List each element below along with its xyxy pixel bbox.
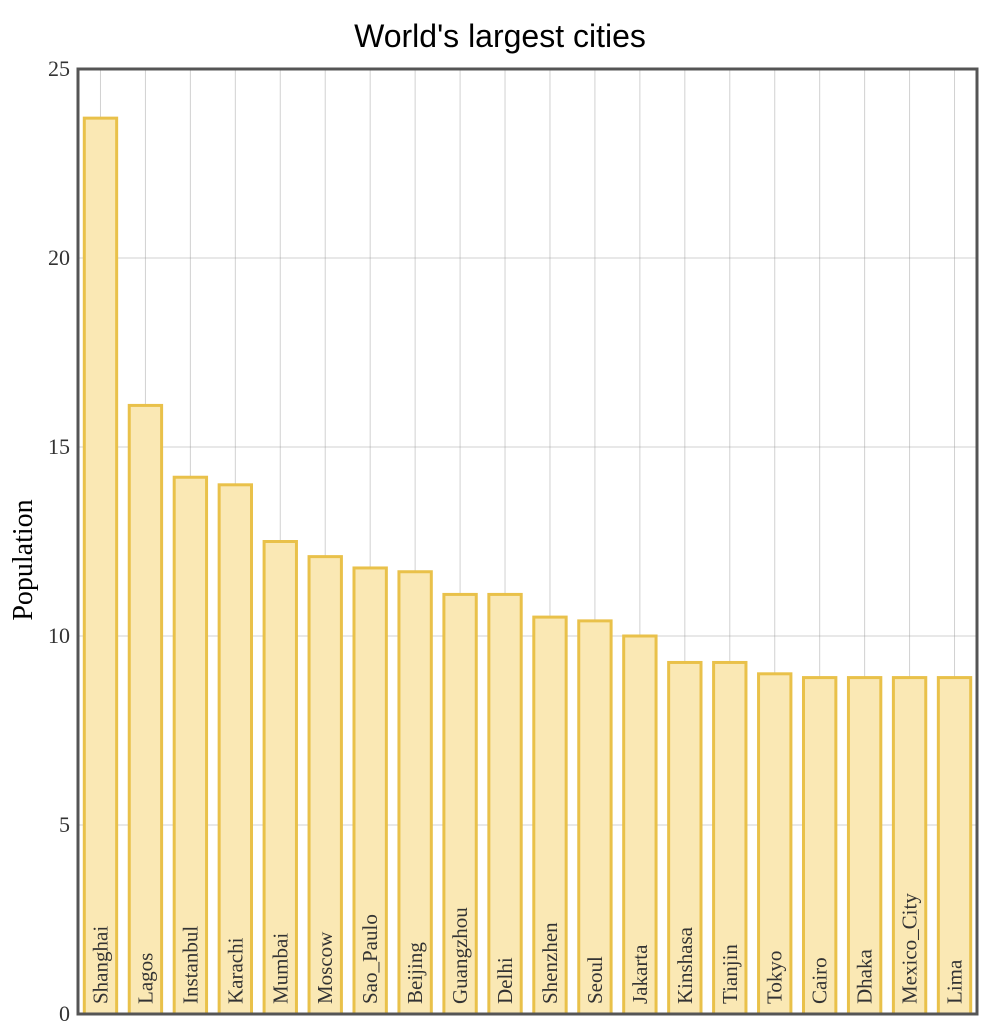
y-tick-label: 20 <box>48 245 70 270</box>
bar <box>757 672 793 1016</box>
bar <box>82 116 119 1016</box>
bar <box>712 660 748 1016</box>
y-tick-label: 0 <box>59 1001 70 1026</box>
bar-category-label: Lagos <box>133 953 157 1004</box>
plot-area-frame <box>76 67 979 1016</box>
bar-category-label: Lima <box>943 959 967 1004</box>
y-tick-label: 25 <box>48 56 70 81</box>
bar <box>487 592 523 1016</box>
bar-category-label: Moscow <box>313 931 337 1004</box>
bar <box>127 403 164 1016</box>
bar-category-label: Instanbul <box>178 926 202 1004</box>
bar-category-label: Tianjin <box>718 944 742 1004</box>
bar-category-label: Cairo <box>808 957 832 1004</box>
y-tick-label: 10 <box>48 623 70 648</box>
chart-title: World's largest cities <box>354 18 646 54</box>
bar <box>891 676 928 1016</box>
bars: Shanghai Lagos Instanbul Karachi Mumbai Mosco… <box>82 116 973 1016</box>
bar-category-label: Shenzhen <box>538 922 562 1004</box>
bar-category-label: Shanghai <box>88 926 112 1004</box>
bar-category-label: Delhi <box>493 957 517 1004</box>
y-axis-label: Population <box>8 499 39 620</box>
bar-category-label: Dhaka <box>853 949 877 1004</box>
bar-category-label: Kinshasa <box>673 926 697 1004</box>
grid <box>78 68 977 1015</box>
bar-category-label: Jakarta <box>628 944 652 1004</box>
bar <box>577 619 613 1016</box>
bar-category-label: Tokyo <box>763 951 787 1004</box>
bar-category-label: Mumbai <box>268 933 292 1004</box>
bar <box>352 566 388 1016</box>
y-tick-label: 5 <box>59 812 70 837</box>
bar-category-label: Karachi <box>223 937 247 1004</box>
bar-category-label: Beijing <box>403 942 427 1004</box>
bar <box>217 483 254 1016</box>
bar <box>846 676 883 1016</box>
bar-category-label: Guangzhou <box>448 907 472 1004</box>
y-axis-ticks: 0 5 10 15 20 25 <box>48 56 70 1026</box>
bar-category-label: Sao_Paulo <box>358 914 382 1004</box>
bar-category-label: Seoul <box>583 956 607 1004</box>
bar <box>262 540 298 1016</box>
bar <box>397 570 433 1016</box>
bar-category-label: Mexico_City <box>898 893 922 1004</box>
y-tick-label: 15 <box>48 434 70 459</box>
